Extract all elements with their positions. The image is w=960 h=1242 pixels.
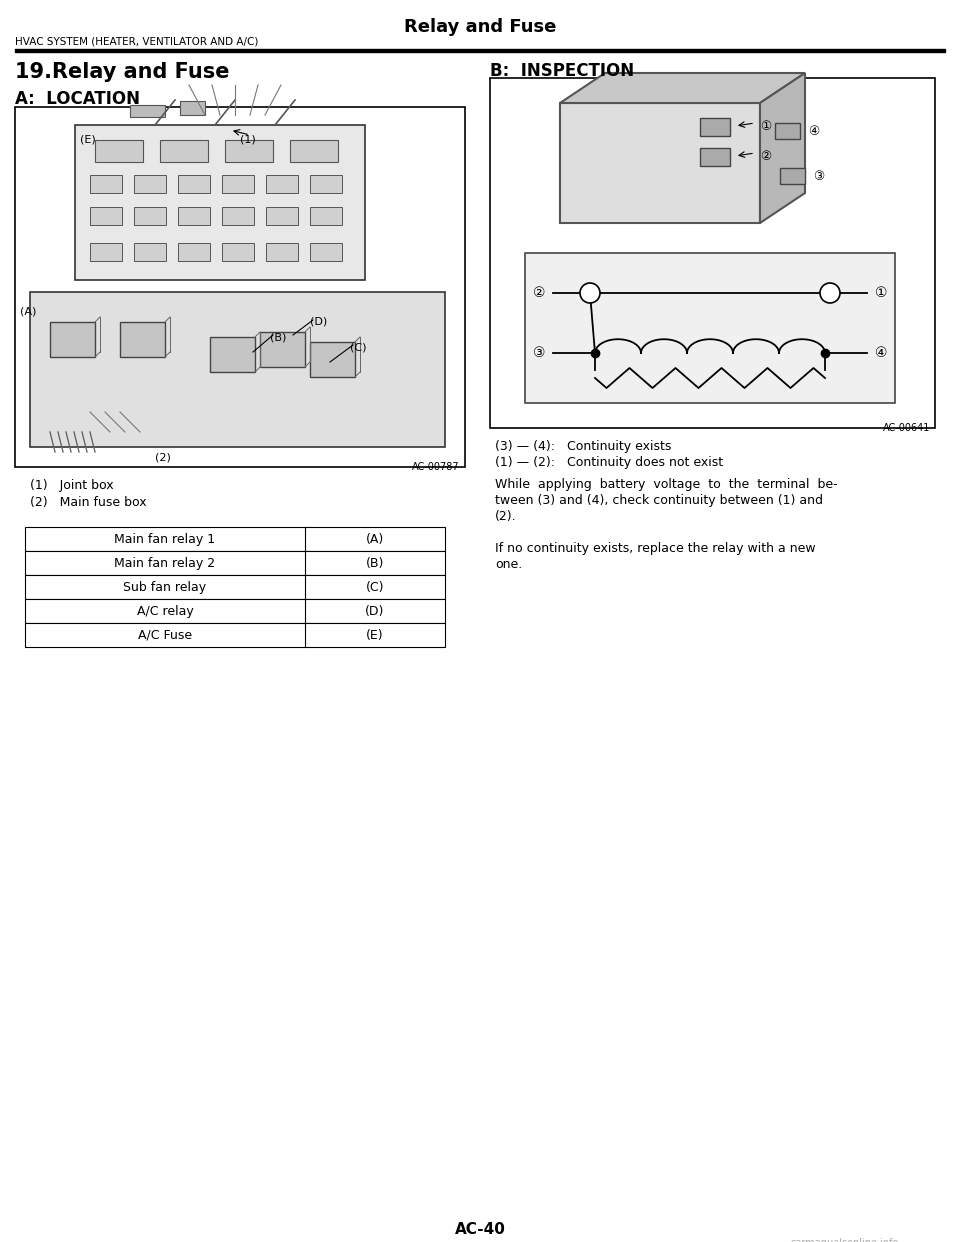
Text: Relay and Fuse: Relay and Fuse [404,17,556,36]
Bar [95,140,143,161]
Text: (B): (B) [270,332,286,342]
Bar [180,101,205,116]
Bar [25,623,445,647]
Text: While  applying  battery  voltage  to  the  terminal  be-: While applying battery voltage to the te… [495,478,838,491]
Bar [310,342,355,378]
Bar [222,207,254,225]
Bar [260,332,305,366]
Text: A/C relay: A/C relay [136,605,193,617]
Text: ④: ④ [875,347,887,360]
Text: (D): (D) [310,317,327,327]
Bar [15,107,465,467]
Text: one.: one. [495,558,522,571]
Text: 19.Relay and Fuse: 19.Relay and Fuse [15,62,229,82]
Text: (B): (B) [366,556,384,570]
Bar [178,243,210,261]
Text: (A): (A) [366,533,384,545]
Text: AC-00641: AC-00641 [882,424,930,433]
Text: (C): (C) [350,342,367,351]
Bar [700,118,730,137]
Text: HVAC SYSTEM (HEATER, VENTILATOR AND A/C): HVAC SYSTEM (HEATER, VENTILATOR AND A/C) [15,36,258,46]
Bar [178,175,210,193]
Bar [160,140,208,161]
Bar [222,175,254,193]
Text: ④: ④ [808,125,819,138]
Text: ①: ① [760,120,771,133]
Bar [25,527,445,551]
Text: carmanualsonline.info: carmanualsonline.info [791,1238,900,1242]
Bar [266,243,298,261]
Bar [310,243,342,261]
Text: A/C Fuse: A/C Fuse [138,628,192,642]
Bar [490,78,935,428]
Text: Main fan relay 2: Main fan relay 2 [114,556,216,570]
Bar [266,175,298,193]
Bar [75,125,365,279]
Polygon shape [560,73,805,103]
Text: AC-40: AC-40 [455,1222,505,1237]
Bar [222,243,254,261]
Text: (C): (C) [366,580,384,594]
Bar [90,243,122,261]
Text: ②: ② [760,150,771,163]
Bar [780,168,805,184]
Bar [310,207,342,225]
Bar [560,103,760,224]
Text: (2): (2) [155,452,171,462]
Text: (2)   Main fuse box: (2) Main fuse box [30,496,147,509]
Bar [130,106,165,117]
Text: (A): (A) [20,307,36,317]
Text: ③: ③ [533,347,545,360]
Bar [50,322,95,356]
Bar [210,337,255,373]
Bar [310,175,342,193]
Text: (1)   Joint box: (1) Joint box [30,479,113,492]
Text: ①: ① [875,286,887,301]
Bar [525,253,895,402]
Bar [134,243,166,261]
Circle shape [580,283,600,303]
Bar [178,207,210,225]
Text: B:  INSPECTION: B: INSPECTION [490,62,635,79]
Text: Main fan relay 1: Main fan relay 1 [114,533,216,545]
Circle shape [820,283,840,303]
Text: (D): (D) [366,605,385,617]
Text: AC-00787: AC-00787 [413,462,460,472]
Bar [266,207,298,225]
Bar [775,123,800,139]
Bar [15,48,945,52]
Bar [90,207,122,225]
Text: (2).: (2). [495,510,516,523]
Bar [134,207,166,225]
Bar [290,140,338,161]
Bar [120,322,165,356]
Polygon shape [760,73,805,224]
Text: (3) — (4):   Continuity exists: (3) — (4): Continuity exists [495,440,671,453]
Text: (E): (E) [366,628,384,642]
Text: A:  LOCATION: A: LOCATION [15,89,140,108]
Text: (1): (1) [240,135,255,145]
Text: (E): (E) [80,135,96,145]
Bar [30,292,445,447]
Bar [134,175,166,193]
Text: ③: ③ [813,170,825,183]
Text: ②: ② [533,286,545,301]
Bar [25,551,445,575]
Text: If no continuity exists, replace the relay with a new: If no continuity exists, replace the rel… [495,542,816,555]
Bar [700,148,730,166]
Bar [225,140,273,161]
Text: Sub fan relay: Sub fan relay [124,580,206,594]
Bar [90,175,122,193]
Bar [25,599,445,623]
Text: (1) — (2):   Continuity does not exist: (1) — (2): Continuity does not exist [495,456,723,469]
Text: tween (3) and (4), check continuity between (1) and: tween (3) and (4), check continuity betw… [495,494,823,507]
Bar [25,575,445,599]
